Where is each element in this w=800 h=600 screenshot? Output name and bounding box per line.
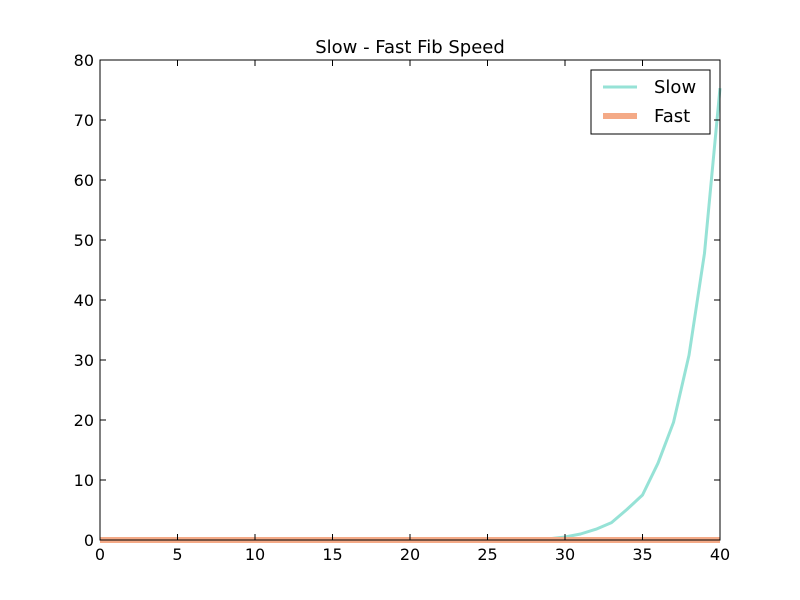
chart-title: Slow - Fast Fib Speed [315,37,505,58]
series-line-slow [100,88,722,542]
y-tick-label: 40 [74,291,94,310]
y-tick-label: 20 [74,411,94,430]
y-tick-label: 10 [74,471,94,490]
legend-label-fast: Fast [654,106,690,127]
x-tick-label: 0 [95,545,105,564]
x-tick-label: 30 [555,545,575,564]
y-tick-label: 0 [84,531,94,550]
x-tick-label: 35 [632,545,652,564]
legend: Slow Fast [590,69,711,135]
y-tick-label: 30 [74,351,94,370]
y-tick-label: 60 [74,171,94,190]
y-tick-label: 80 [74,51,94,70]
y-tick-label: 50 [74,231,94,250]
x-tick-label: 40 [710,545,730,564]
x-tick-label: 20 [400,545,420,564]
ticks-layer: 0 5 10 15 20 25 30 35 40 0 10 20 30 40 50 60 70 80 [74,51,731,564]
series-layer [100,88,722,543]
legend-label-slow: Slow [654,77,696,98]
legend-box [590,69,711,135]
x-tick-label: 25 [477,545,497,564]
y-tick-label: 70 [74,111,94,130]
x-tick-label: 10 [245,545,265,564]
x-tick-label: 5 [172,545,182,564]
x-tick-label: 15 [322,545,342,564]
